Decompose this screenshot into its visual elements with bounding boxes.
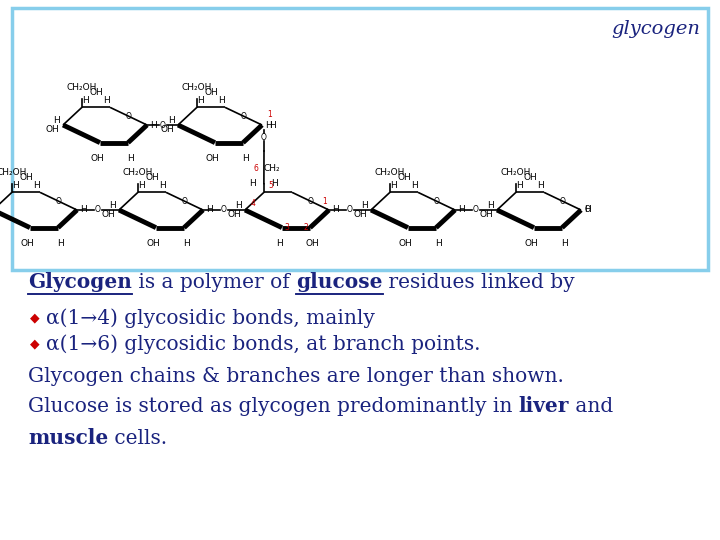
Text: glucose: glucose bbox=[296, 272, 382, 292]
Text: O: O bbox=[585, 206, 591, 214]
Text: liver: liver bbox=[518, 396, 569, 416]
Text: H: H bbox=[150, 120, 157, 130]
Text: H: H bbox=[12, 181, 19, 190]
Text: OH: OH bbox=[480, 210, 494, 219]
Text: α(1→4) glycosidic bonds, mainly: α(1→4) glycosidic bonds, mainly bbox=[46, 308, 375, 328]
Text: O: O bbox=[181, 197, 187, 206]
Text: residues linked by: residues linked by bbox=[382, 273, 575, 292]
Text: OH: OH bbox=[397, 173, 411, 182]
Text: O: O bbox=[221, 206, 227, 214]
Text: H: H bbox=[585, 206, 591, 214]
Text: OH: OH bbox=[46, 125, 60, 134]
Text: H: H bbox=[390, 181, 397, 190]
Text: H: H bbox=[109, 201, 116, 210]
Text: glycogen: glycogen bbox=[611, 20, 700, 38]
Text: 3: 3 bbox=[284, 222, 289, 232]
Text: 6: 6 bbox=[253, 164, 258, 173]
Text: H: H bbox=[34, 181, 40, 190]
Text: ◆: ◆ bbox=[30, 312, 40, 325]
Text: H: H bbox=[412, 181, 418, 190]
Text: O: O bbox=[125, 112, 132, 120]
Text: H: H bbox=[183, 239, 189, 248]
Text: CH₂OH: CH₂OH bbox=[122, 168, 153, 177]
Text: cells.: cells. bbox=[108, 429, 167, 448]
Text: O: O bbox=[55, 197, 61, 206]
Text: CH₂: CH₂ bbox=[264, 164, 281, 173]
Text: H: H bbox=[276, 239, 283, 248]
Text: Glycogen: Glycogen bbox=[28, 272, 132, 292]
Text: O: O bbox=[433, 197, 439, 206]
Text: H: H bbox=[57, 239, 63, 248]
Text: O: O bbox=[307, 197, 313, 206]
Text: is a polymer of: is a polymer of bbox=[132, 273, 296, 292]
Text: H: H bbox=[459, 206, 465, 214]
Text: CH₂OH: CH₂OH bbox=[181, 83, 212, 92]
Text: and: and bbox=[569, 397, 613, 416]
Text: OH: OH bbox=[91, 154, 104, 163]
Text: 5: 5 bbox=[268, 181, 273, 191]
Text: H: H bbox=[207, 206, 213, 214]
Text: H: H bbox=[104, 96, 110, 105]
Text: O: O bbox=[240, 112, 246, 120]
Text: 2: 2 bbox=[303, 222, 308, 232]
Text: H: H bbox=[561, 239, 567, 248]
Text: OH: OH bbox=[19, 173, 33, 182]
Text: H: H bbox=[266, 120, 272, 130]
Text: OH: OH bbox=[523, 173, 537, 182]
Text: H: H bbox=[242, 154, 248, 163]
Text: H: H bbox=[219, 96, 225, 105]
Text: 1: 1 bbox=[267, 110, 272, 119]
Text: muscle: muscle bbox=[28, 428, 108, 448]
Text: O: O bbox=[160, 120, 166, 130]
Text: OH: OH bbox=[161, 125, 175, 134]
Text: H: H bbox=[333, 206, 339, 214]
Text: H: H bbox=[538, 181, 544, 190]
Text: CH₂OH: CH₂OH bbox=[0, 168, 27, 177]
Text: H: H bbox=[138, 181, 145, 190]
Text: H: H bbox=[269, 120, 276, 130]
Text: OH: OH bbox=[147, 239, 161, 248]
Text: H: H bbox=[487, 201, 494, 210]
Text: H: H bbox=[81, 206, 87, 214]
Text: H: H bbox=[271, 179, 278, 188]
Text: H: H bbox=[516, 181, 523, 190]
Text: O: O bbox=[559, 197, 565, 206]
Text: OH: OH bbox=[102, 210, 116, 219]
Text: OH: OH bbox=[399, 239, 413, 248]
Text: CH₂OH: CH₂OH bbox=[500, 168, 531, 177]
Text: ◆: ◆ bbox=[30, 338, 40, 350]
Text: OH: OH bbox=[228, 210, 242, 219]
Text: OH: OH bbox=[21, 239, 35, 248]
Text: H: H bbox=[197, 96, 204, 105]
Text: CH₂OH: CH₂OH bbox=[67, 83, 97, 92]
Text: OH: OH bbox=[204, 88, 218, 97]
Text: H: H bbox=[361, 201, 368, 210]
Text: OH: OH bbox=[525, 239, 539, 248]
Text: Glucose is stored as glycogen predominantly in: Glucose is stored as glycogen predominan… bbox=[28, 397, 518, 416]
Text: H: H bbox=[168, 116, 175, 125]
Text: OH: OH bbox=[145, 173, 159, 182]
Text: H: H bbox=[250, 179, 256, 188]
Text: 4: 4 bbox=[251, 199, 256, 208]
Text: O: O bbox=[473, 206, 479, 214]
Bar bbox=[12, 8, 708, 270]
Text: H: H bbox=[81, 96, 89, 105]
Text: H: H bbox=[235, 201, 242, 210]
Text: O: O bbox=[347, 206, 353, 214]
Text: OH: OH bbox=[354, 210, 368, 219]
Text: OH: OH bbox=[89, 88, 103, 97]
Text: Glycogen chains & branches are longer than shown.: Glycogen chains & branches are longer th… bbox=[28, 367, 564, 386]
Text: H: H bbox=[53, 116, 60, 125]
Text: H: H bbox=[127, 154, 134, 163]
Text: H: H bbox=[435, 239, 441, 248]
Text: α(1→6) glycosidic bonds, at branch points.: α(1→6) glycosidic bonds, at branch point… bbox=[46, 334, 480, 354]
Text: OH: OH bbox=[305, 239, 319, 248]
Text: O: O bbox=[261, 132, 267, 141]
Text: 1: 1 bbox=[323, 197, 327, 206]
Text: H: H bbox=[160, 181, 166, 190]
Text: O: O bbox=[95, 206, 101, 214]
Text: OH: OH bbox=[206, 154, 220, 163]
Text: CH₂OH: CH₂OH bbox=[374, 168, 405, 177]
